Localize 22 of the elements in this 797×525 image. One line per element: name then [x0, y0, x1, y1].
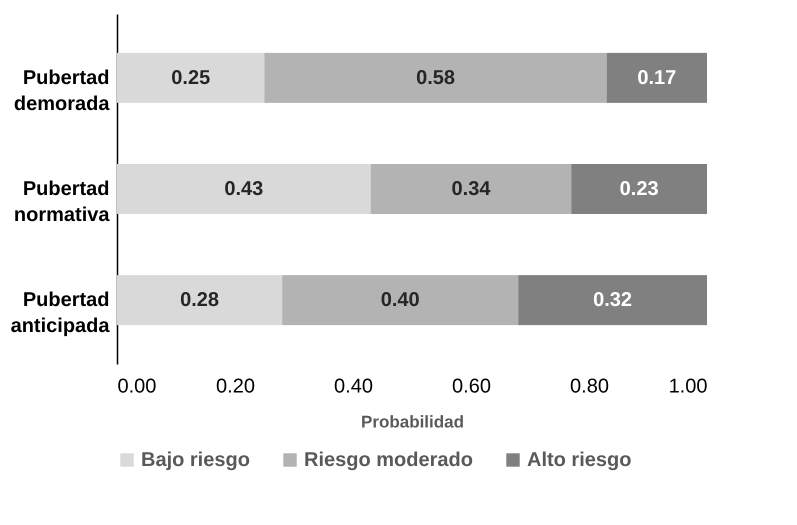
data-label: 0.17: [637, 66, 676, 89]
x-tick-label: 0.00: [118, 376, 156, 398]
data-label: 0.25: [171, 66, 210, 89]
data-label: 0.32: [593, 289, 632, 312]
x-tick-label: 0.20: [216, 376, 255, 398]
data-label: 0.43: [224, 178, 264, 200]
x-tick-label: 0.80: [570, 376, 609, 398]
data-label: 0.23: [620, 178, 659, 200]
legend-label: Riesgo moderado: [304, 449, 473, 471]
y-tick-label: Pubertad normativa: [14, 178, 110, 226]
x-tick-label: 0.40: [334, 376, 373, 398]
y-tick-label: Pubertad anticipada: [10, 289, 110, 338]
data-label: 0.34: [452, 178, 492, 200]
data-label: 0.28: [180, 289, 220, 312]
legend-label: Alto riesgo: [527, 449, 632, 471]
x-tick-label: 0.60: [452, 376, 491, 398]
data-label: 0.40: [380, 289, 420, 312]
x-axis-title: Probabilidad: [361, 412, 464, 432]
legend-label: Bajo riesgo: [141, 449, 250, 471]
x-tick-label: 1.00: [668, 376, 708, 398]
data-label: 0.58: [416, 66, 456, 89]
y-tick-label: Pubertad demorada: [14, 66, 110, 115]
